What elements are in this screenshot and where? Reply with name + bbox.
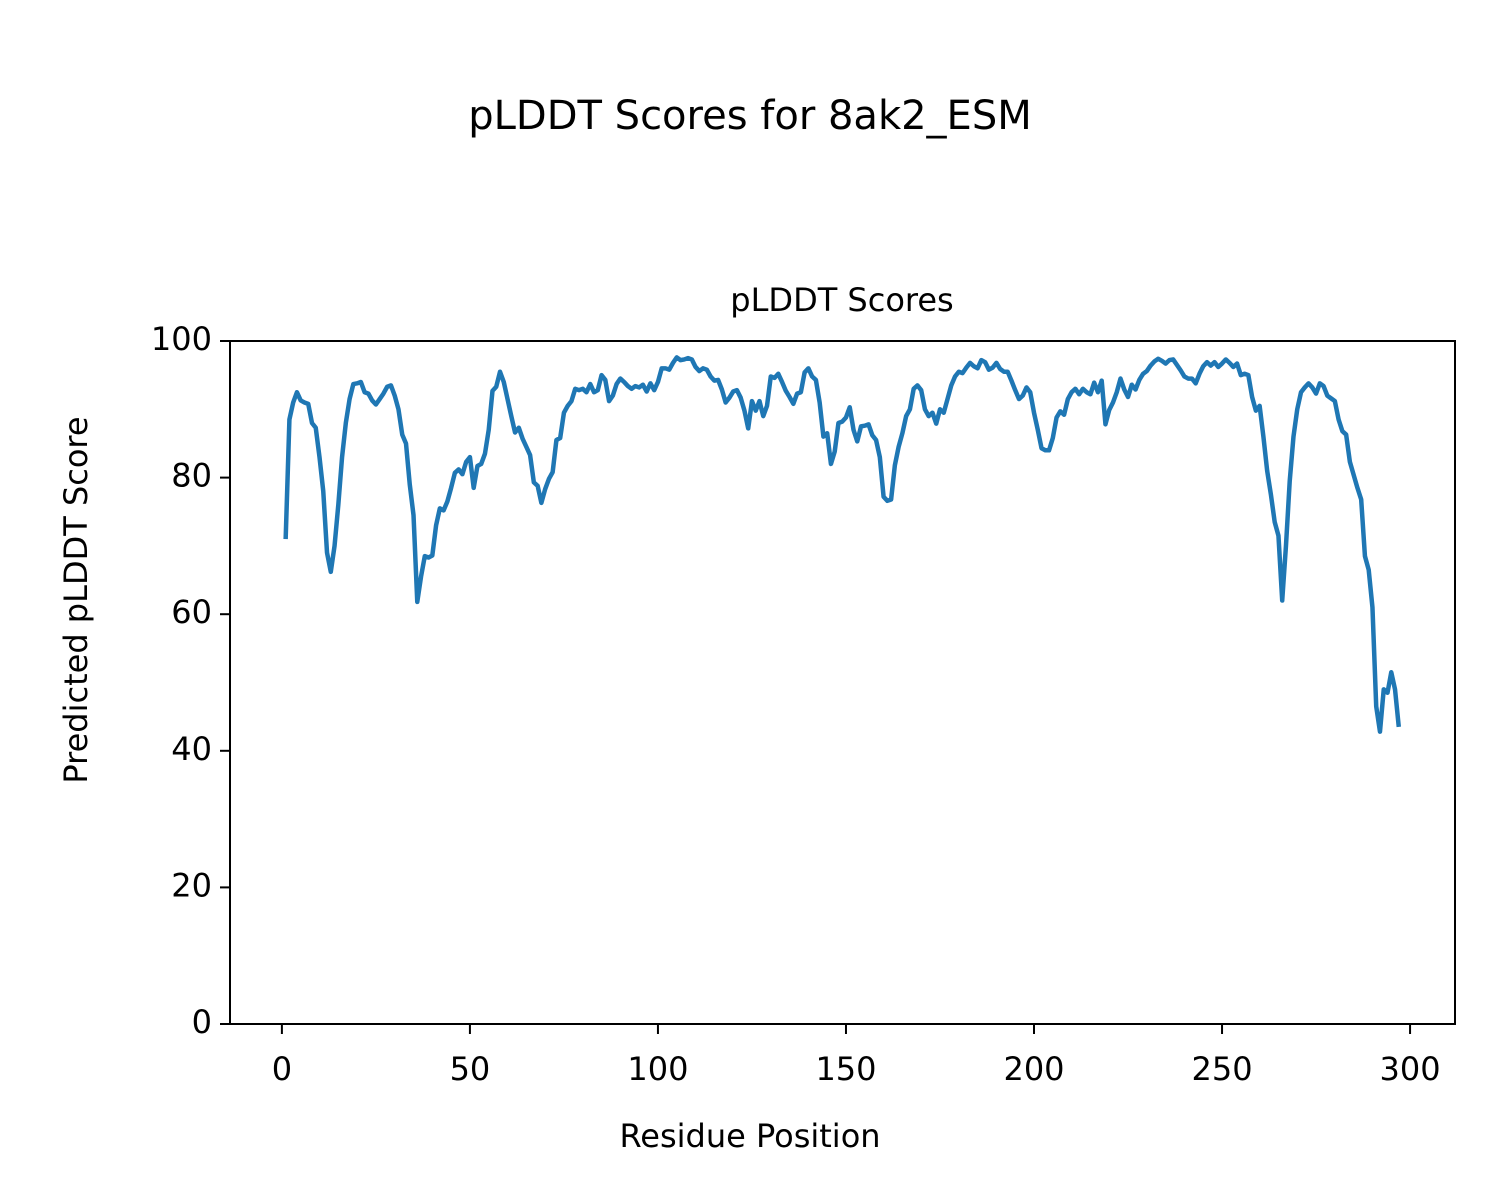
x-tick-label: 50 — [450, 1050, 491, 1088]
axes-title: pLDDT Scores — [730, 281, 953, 319]
chart-title: pLDDT Scores for 8ak2_ESM — [468, 93, 1031, 139]
x-tick-label: 0 — [272, 1050, 292, 1088]
y-tick-label: 60 — [171, 593, 212, 631]
y-axis-label: Predicted pLDDT Score — [57, 416, 95, 783]
y-tick-label: 80 — [171, 457, 212, 495]
x-axis-label: Residue Position — [619, 1117, 880, 1155]
y-tick-label: 100 — [151, 320, 212, 358]
y-tick-label: 0 — [192, 1003, 212, 1041]
x-tick-label: 100 — [627, 1050, 688, 1088]
y-tick-label: 20 — [171, 866, 212, 904]
x-tick-label: 200 — [1003, 1050, 1064, 1088]
x-tick-label: 150 — [815, 1050, 876, 1088]
x-tick-label: 300 — [1380, 1050, 1441, 1088]
x-tick-label: 250 — [1191, 1050, 1252, 1088]
data-line — [283, 355, 1402, 734]
y-tick-label: 40 — [171, 730, 212, 768]
plot-frame — [229, 340, 1456, 1025]
